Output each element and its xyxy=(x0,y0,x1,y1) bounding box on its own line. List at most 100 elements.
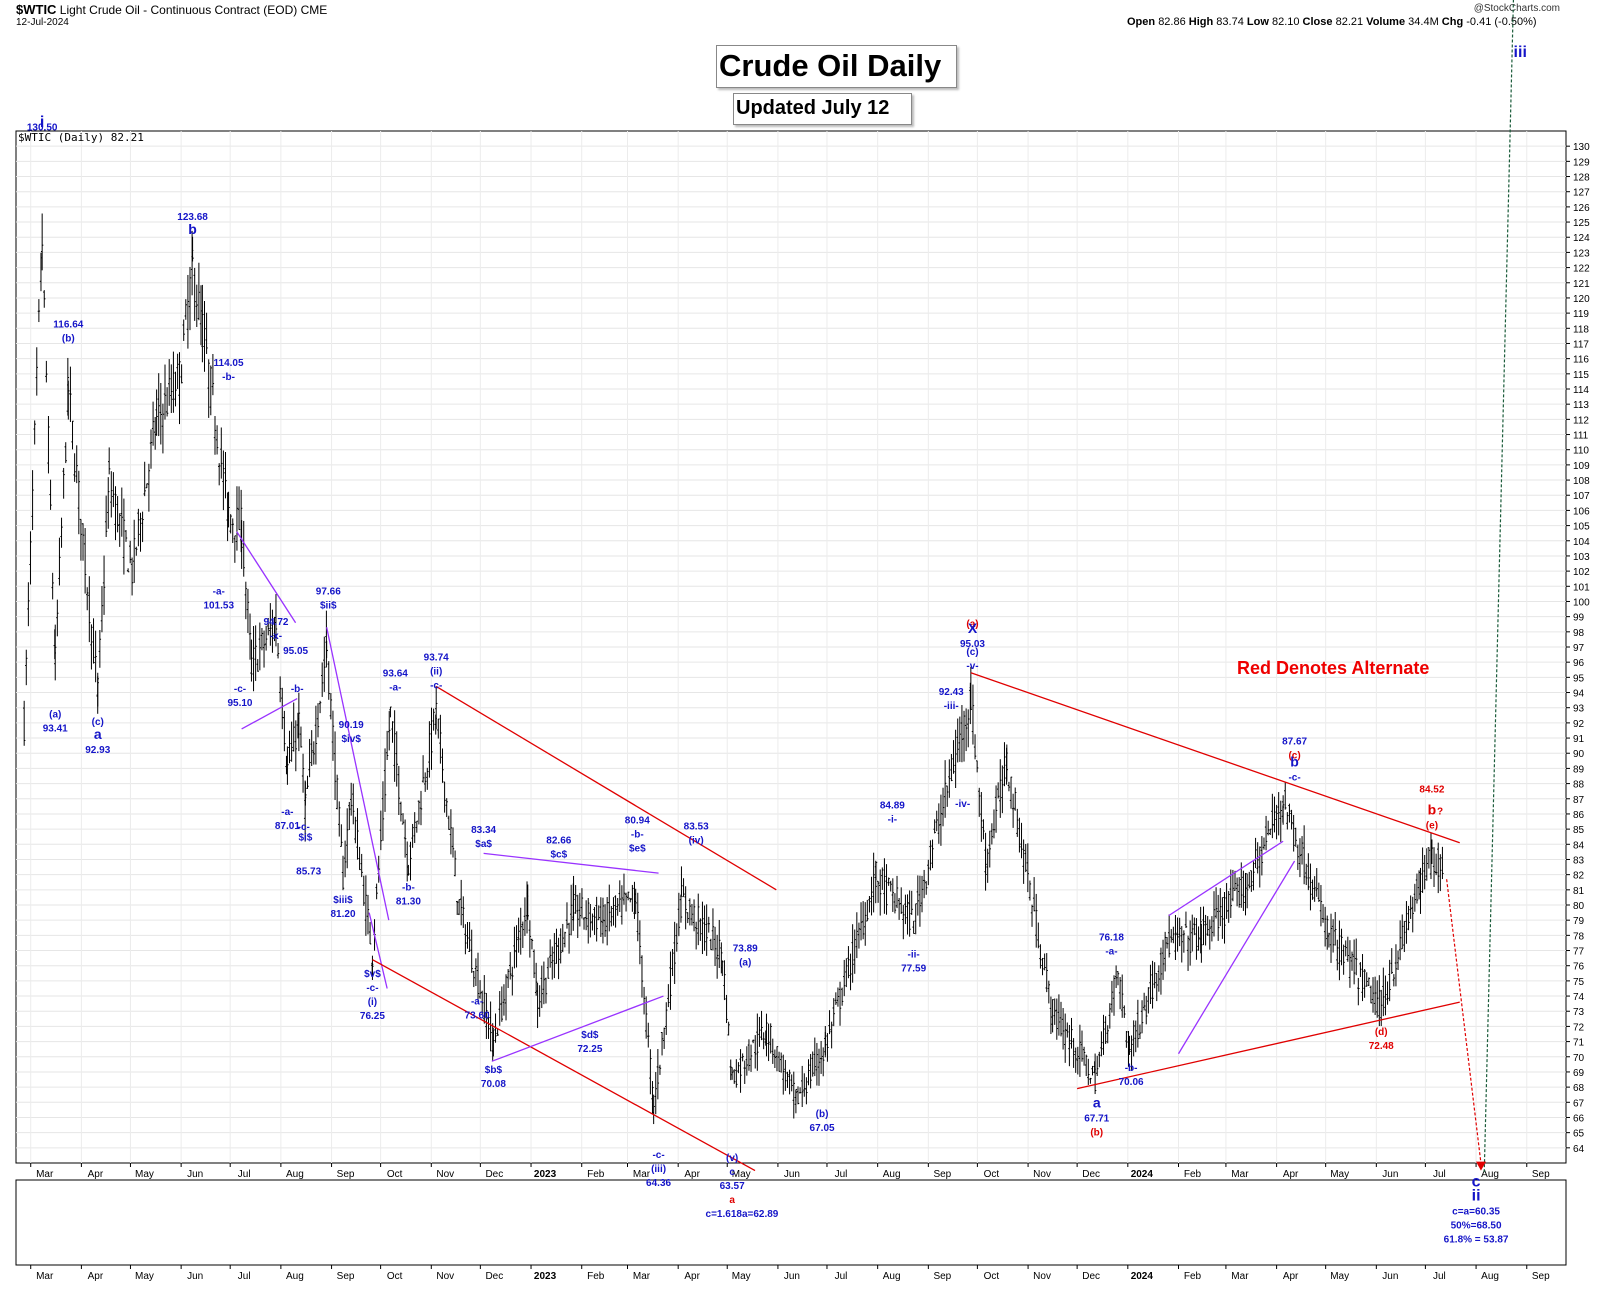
wave-label: -c- xyxy=(234,684,246,695)
y-tick-label: 120 xyxy=(1573,294,1590,305)
wave-label: 123.68 xyxy=(177,212,208,223)
y-tick-label: 112 xyxy=(1573,415,1589,426)
y-tick-label: 89 xyxy=(1573,764,1585,775)
y-tick-label: 115 xyxy=(1573,370,1589,381)
y-tick-label: 110 xyxy=(1573,446,1589,457)
wave-label: -c- xyxy=(430,680,442,691)
y-tick-label: 80 xyxy=(1573,901,1585,912)
x-tick-label: Mar xyxy=(633,1169,651,1180)
y-tick-label: 119 xyxy=(1573,309,1589,320)
wave-label: -a- xyxy=(389,683,401,694)
wave-label: 93.64 xyxy=(383,669,408,680)
wave-label: b xyxy=(188,221,197,237)
wave-label: $ii$ xyxy=(320,601,337,612)
brand-watermark: @StockCharts.com xyxy=(1473,3,1560,14)
x-tick-label: Nov xyxy=(436,1271,454,1282)
x-tick-label: Nov xyxy=(1033,1271,1051,1282)
y-tick-label: 65 xyxy=(1573,1129,1585,1140)
wave-label: $iii$ xyxy=(333,895,353,906)
chart-subtitle: Updated July 12 xyxy=(733,93,912,125)
chart-date: 12-Jul-2024 xyxy=(16,17,69,28)
wave-label: 95.03 xyxy=(960,639,985,650)
chart-header: $WTIC Light Crude Oil - Continuous Contr… xyxy=(16,3,327,17)
y-tick-label: 83 xyxy=(1573,855,1585,866)
x-tick-label: Sep xyxy=(337,1169,355,1180)
wave-label: 80.94 xyxy=(625,815,650,826)
y-tick-label: 103 xyxy=(1573,552,1590,563)
y-tick-label: 97 xyxy=(1573,643,1585,654)
chart-title: Crude Oil Daily xyxy=(716,45,957,88)
wave-label: 87.67 xyxy=(1282,737,1307,748)
wave-label: $b$ xyxy=(485,1065,503,1076)
wave-label: (v) xyxy=(726,1153,738,1164)
wave-label: $c$ xyxy=(550,850,567,861)
x-tick-label: Jun xyxy=(187,1169,203,1180)
wave-label: 67.05 xyxy=(810,1123,835,1134)
wave-label: 95.05 xyxy=(283,646,308,657)
wave-label: X xyxy=(968,620,978,636)
x-tick-label: Dec xyxy=(485,1169,503,1180)
x-tick-label: Feb xyxy=(587,1169,605,1180)
wave-label: c xyxy=(1472,1174,1481,1191)
x-tick-label: Aug xyxy=(286,1169,304,1180)
wave-label: c=1.618a=62.89 xyxy=(706,1209,779,1220)
wave-label: 116.64 xyxy=(53,320,83,331)
y-tick-label: 111 xyxy=(1573,431,1589,442)
high-label: High xyxy=(1188,16,1214,28)
wave-label: b xyxy=(1290,754,1299,770)
y-tick-label: 87 xyxy=(1573,795,1585,806)
y-tick-label: 98 xyxy=(1573,628,1585,639)
series-label: $WTIC (Daily) 82.21 xyxy=(18,131,144,144)
x-tick-label: Mar xyxy=(1231,1169,1249,1180)
wave-label: 83.53 xyxy=(684,821,709,832)
y-tick-label: 91 xyxy=(1573,734,1585,745)
ohlc-readout: Open 82.86 High 83.74 Low 82.10 Close 82… xyxy=(1127,16,1537,28)
x-tick-label: Aug xyxy=(1481,1271,1499,1282)
y-tick-label: 122 xyxy=(1573,264,1590,275)
y-tick-label: 121 xyxy=(1573,279,1590,290)
wave-label: -c- xyxy=(652,1150,664,1161)
x-tick-label: Sep xyxy=(933,1271,951,1282)
wave-label: 77.59 xyxy=(901,963,926,974)
x-tick-label: Jun xyxy=(784,1169,800,1180)
low-value: 82.10 xyxy=(1271,16,1300,28)
x-tick-label: Dec xyxy=(1082,1271,1100,1282)
y-tick-label: 76 xyxy=(1573,962,1585,973)
y-tick-label: 96 xyxy=(1573,658,1585,669)
wave-label: 70.06 xyxy=(1119,1077,1144,1088)
x-tick-label: Mar xyxy=(36,1271,54,1282)
wave-label: iii xyxy=(1514,44,1527,61)
x-tick-label: 2023 xyxy=(534,1169,557,1180)
y-tick-label: 68 xyxy=(1573,1083,1585,1094)
x-tick-label: Sep xyxy=(933,1169,951,1180)
y-tick-label: 113 xyxy=(1573,400,1589,411)
wave-label: 93.74 xyxy=(424,652,449,663)
y-tick-label: 70 xyxy=(1573,1053,1585,1064)
purple-trendline xyxy=(491,995,664,1062)
wave-label: a xyxy=(94,726,102,742)
y-tick-label: 104 xyxy=(1573,537,1590,548)
wave-label: -b- xyxy=(222,372,235,383)
x-tick-label: May xyxy=(1330,1169,1349,1180)
purple-trendline xyxy=(368,912,388,989)
wave-label: -i- xyxy=(888,815,897,826)
red-trendline xyxy=(435,685,777,891)
projection-up-line xyxy=(1483,0,1515,1173)
y-tick-label: 124 xyxy=(1573,233,1590,244)
wave-label: (b) xyxy=(62,334,75,345)
wave-label: (ii) xyxy=(430,666,442,677)
x-tick-label: Feb xyxy=(587,1271,605,1282)
wave-label: -ii- xyxy=(908,949,920,960)
x-tick-label: Jun xyxy=(187,1271,203,1282)
open-value: 82.86 xyxy=(1158,16,1186,28)
wave-label: -iv- xyxy=(955,799,970,810)
y-tick-label: 101 xyxy=(1573,582,1590,593)
projection-down-arrow xyxy=(1475,1161,1486,1171)
wave-label: -b- xyxy=(631,829,644,840)
wave-label: c=a=60.35 xyxy=(1452,1207,1500,1218)
y-tick-label: 88 xyxy=(1573,780,1585,791)
x-tick-label: Aug xyxy=(883,1169,901,1180)
y-tick-label: 93 xyxy=(1573,704,1585,715)
y-tick-label: 114 xyxy=(1573,385,1589,396)
wave-label: 50%=68.50 xyxy=(1451,1221,1502,1232)
